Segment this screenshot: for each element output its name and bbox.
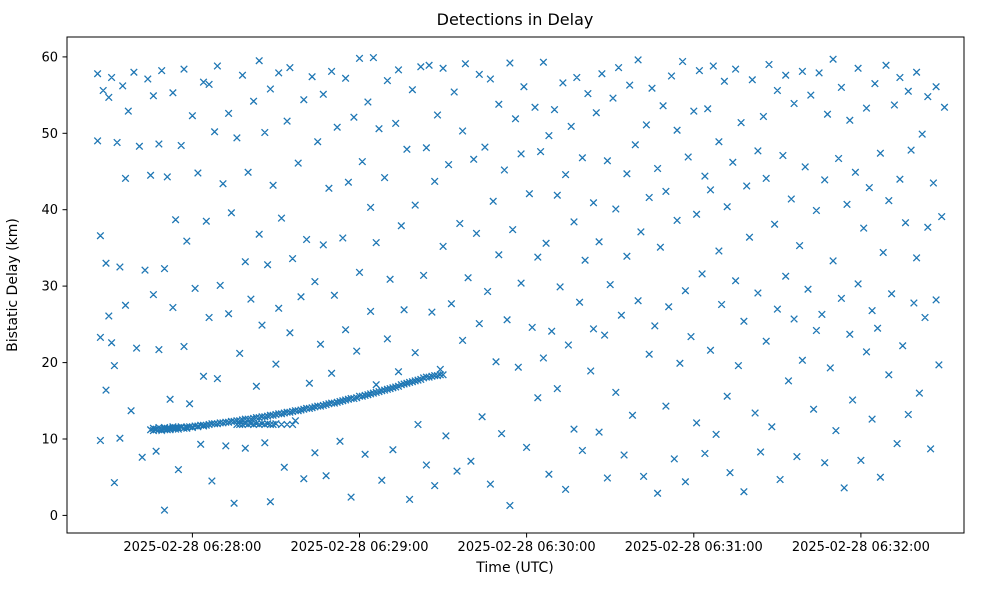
y-tick-label: 50 — [41, 127, 58, 142]
series-background-detections — [93, 53, 949, 514]
x-tick-label: 2025-02-28 06:32:00 — [792, 540, 930, 555]
plot-title: Detections in Delay — [437, 10, 594, 29]
y-tick-label: 0 — [50, 509, 58, 524]
plot-area — [66, 36, 965, 534]
x-tick-label: 2025-02-28 06:28:00 — [123, 540, 261, 555]
y-axis-ticks: 0 10 20 30 40 50 60 — [41, 50, 67, 524]
x-axis-label: Time (UTC) — [475, 560, 553, 576]
x-tick-label: 2025-02-28 06:30:00 — [458, 540, 596, 555]
y-axis-label: Bistatic Delay (km) — [5, 218, 21, 352]
x-axis-ticks: 2025-02-28 06:28:00 2025-02-28 06:29:00 20… — [123, 533, 930, 555]
y-tick-label: 60 — [41, 50, 58, 65]
y-tick-label: 40 — [41, 203, 58, 218]
x-tick-label: 2025-02-28 06:29:00 — [290, 540, 428, 555]
y-tick-label: 10 — [41, 433, 58, 448]
series-target-track — [146, 371, 447, 435]
y-tick-label: 30 — [41, 280, 58, 295]
x-tick-label: 2025-02-28 06:31:00 — [625, 540, 763, 555]
scatter-markers — [93, 53, 949, 514]
y-tick-label: 20 — [41, 356, 58, 371]
